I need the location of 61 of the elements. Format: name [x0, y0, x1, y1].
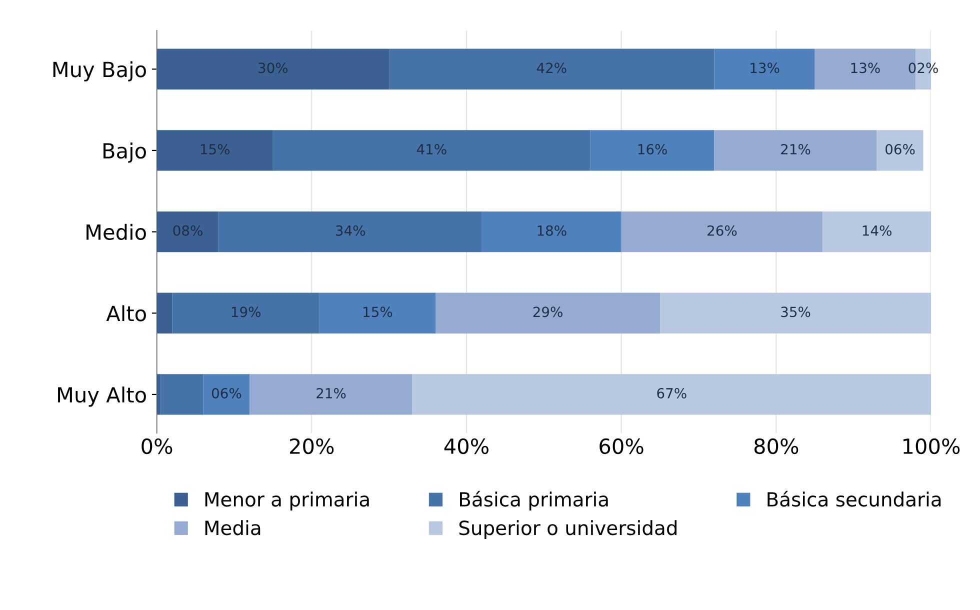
- bar: [156, 292, 172, 334]
- data-label: 06%: [886, 144, 915, 154]
- data-label: 29%: [533, 306, 562, 318]
- legend-label: Media: [205, 520, 260, 536]
- y-tick-label: Muy Alto: [58, 386, 146, 407]
- data-label: 21%: [781, 144, 810, 154]
- bar: [156, 48, 390, 90]
- y-tick-label: Bajo: [104, 142, 146, 163]
- legend-label: Básica primaria: [460, 490, 608, 510]
- bar: [436, 292, 660, 334]
- bar: [160, 374, 204, 415]
- data-label: 15%: [364, 306, 392, 318]
- data-label: 41%: [416, 144, 446, 154]
- y-tick-label: Alto: [106, 305, 146, 322]
- x-tick-label: 60%: [600, 438, 644, 454]
- legend-label: Básica secundaria: [768, 490, 941, 507]
- data-label: 21%: [316, 388, 346, 398]
- bar: [389, 48, 714, 90]
- data-label: 02%: [908, 62, 938, 74]
- bar: [172, 292, 320, 334]
- bar: [482, 211, 622, 252]
- bar: [156, 374, 161, 415]
- y-tick-label: Muy Bajo: [53, 61, 146, 82]
- bar: [412, 374, 931, 415]
- data-label: 16%: [638, 144, 667, 154]
- data-label: 26%: [708, 225, 737, 236]
- bar: [822, 211, 931, 252]
- x-tick-label: 20%: [290, 438, 334, 454]
- x-tick-label: 40%: [444, 438, 488, 454]
- bar: [156, 211, 219, 252]
- bar: [272, 130, 590, 171]
- data-label: 06%: [212, 388, 242, 398]
- legend-label: Menor a primaria: [205, 492, 369, 510]
- data-label: 67%: [657, 388, 686, 398]
- bar: [660, 292, 931, 334]
- data-label: 34%: [336, 225, 366, 236]
- bar: [319, 292, 436, 334]
- x-tick-label: 0%: [142, 438, 172, 454]
- data-label: 18%: [538, 225, 566, 236]
- legend-label: Superior o universidad: [459, 520, 676, 539]
- data-label: 14%: [862, 225, 892, 236]
- bar: [621, 211, 823, 252]
- x-tick-label: 80%: [754, 438, 798, 454]
- y-tick-label: Medio: [86, 224, 146, 240]
- data-label: 35%: [781, 306, 810, 318]
- data-label: 13%: [851, 62, 880, 74]
- data-label: 13%: [750, 62, 780, 74]
- bar: [714, 130, 877, 171]
- bar: [156, 130, 273, 171]
- bar: [714, 48, 815, 90]
- data-label: 15%: [200, 144, 230, 154]
- bar: [876, 130, 924, 171]
- bar: [203, 374, 250, 415]
- data-label: 08%: [173, 225, 202, 236]
- x-tick-label: 100%: [904, 438, 960, 454]
- bar: [218, 211, 482, 252]
- bar: [250, 374, 412, 415]
- data-label: 42%: [536, 62, 566, 74]
- data-label: 30%: [258, 62, 288, 74]
- data-label: 19%: [232, 306, 260, 318]
- bar: [590, 130, 714, 171]
